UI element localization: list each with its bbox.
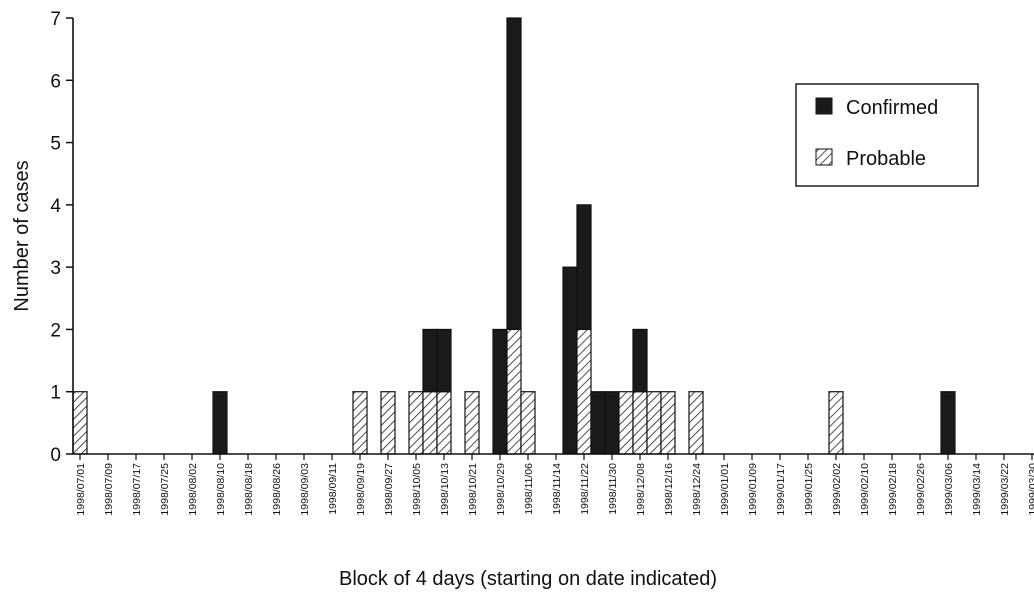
bar-probable-1998-09-27 — [380, 391, 396, 455]
bar-confirmed-1998-11-18 — [562, 266, 578, 455]
bar-probable-1998-11-22 — [576, 328, 592, 455]
x-tick-label: 1998/12/08 — [635, 463, 647, 516]
x-tick-label: 1998/10/05 — [411, 463, 423, 516]
y-tick-label: 6 — [50, 71, 61, 92]
bar-probable-1998-11-06 — [520, 391, 536, 455]
y-tick-label: 7 — [50, 9, 61, 30]
x-axis-ticks: 1998/07/01 1998/07/09 1998/07/17 1998/07/25… — [75, 454, 1034, 516]
bar-probable-1998-09-19 — [352, 391, 368, 455]
bar-probable-1998-07-01 — [72, 391, 88, 455]
legend-label-confirmed: Confirmed — [846, 97, 938, 119]
x-tick-label: 1998/11/06 — [523, 463, 535, 515]
legend-swatch-probable — [815, 148, 833, 166]
y-tick-label: 2 — [50, 320, 61, 341]
x-tick-label: 1999/03/30 — [1027, 463, 1034, 516]
bar-confirmed-1998-11-02 — [506, 17, 522, 331]
x-tick-label: 1998/10/21 — [467, 463, 479, 516]
x-tick-label: 1998/09/27 — [383, 463, 395, 516]
x-tick-label: 1998/11/30 — [607, 463, 619, 515]
bar-confirmed-1998-10-13 — [436, 328, 452, 393]
bar-probable-1998-12-08 — [632, 391, 648, 455]
x-tick-label: 1998/09/11 — [327, 463, 339, 515]
legend: Confirmed Probable — [795, 83, 979, 187]
x-tick-label: 1999/02/18 — [887, 463, 899, 516]
bar-probable-1998-12-24 — [688, 391, 704, 455]
bar-probable-1998-10-13 — [436, 391, 452, 455]
bar-probable-1999-02-02 — [828, 391, 844, 455]
legend-label-probable: Probable — [846, 148, 926, 170]
x-tick-label: 1998/09/03 — [299, 463, 311, 516]
y-tick-label: 4 — [50, 196, 61, 217]
bar-probable-1998-11-02 — [506, 328, 522, 455]
legend-box — [795, 83, 979, 187]
x-tick-label: 1998/07/17 — [131, 463, 143, 516]
x-tick-label: 1999/03/22 — [999, 463, 1011, 516]
x-tick-label: 1998/07/25 — [159, 463, 171, 516]
x-tick-label: 1998/09/19 — [355, 463, 367, 516]
bar-confirmed-1998-10-29 — [492, 328, 508, 455]
bars-group — [72, 17, 956, 455]
bar-probable-1998-12-04 — [618, 391, 634, 455]
x-tick-label: 1999/03/14 — [971, 463, 983, 516]
x-tick-label: 1998/07/09 — [103, 463, 115, 516]
x-tick-label: 1998/11/22 — [579, 463, 591, 515]
bar-confirmed-1998-12-08 — [632, 328, 648, 393]
x-tick-label: 1998/08/10 — [215, 463, 227, 516]
bar-confirmed-1998-11-26 — [590, 391, 606, 455]
x-tick-label: 1999/01/01 — [719, 463, 731, 516]
x-tick-label: 1998/12/16 — [663, 463, 675, 516]
y-tick-label: 5 — [50, 134, 61, 155]
x-tick-label: 1998/10/13 — [439, 463, 451, 516]
x-axis-title: Block of 4 days (starting on date indica… — [339, 568, 717, 590]
bar-probable-1998-10-21 — [464, 391, 480, 455]
bar-confirmed-1998-11-30 — [604, 391, 620, 455]
x-tick-label: 1999/03/06 — [943, 463, 955, 516]
y-tick-label: 0 — [50, 445, 61, 466]
bar-probable-1998-12-16 — [660, 391, 676, 455]
y-axis-ticks: 0 1 2 3 4 5 6 7 — [50, 9, 73, 466]
bar-probable-1998-12-12 — [646, 391, 662, 455]
x-tick-label: 1998/08/26 — [271, 463, 283, 516]
x-tick-label: 1999/02/26 — [915, 463, 927, 516]
x-tick-label: 1999/02/10 — [859, 463, 871, 516]
x-tick-label: 1999/02/02 — [831, 463, 843, 516]
bar-confirmed-1999-03-06 — [940, 391, 956, 455]
x-tick-label: 1998/07/01 — [75, 463, 87, 516]
bar-confirmed-1998-11-22 — [576, 204, 592, 331]
legend-swatch-confirmed — [815, 97, 833, 115]
bar-confirmed-1998-10-09 — [422, 328, 438, 393]
bar-probable-1998-10-05 — [408, 391, 424, 455]
x-tick-label: 1998/08/18 — [243, 463, 255, 516]
x-tick-label: 1999/01/17 — [775, 463, 787, 516]
x-tick-label: 1999/01/25 — [803, 463, 815, 516]
x-tick-label: 1998/08/02 — [187, 463, 199, 516]
y-tick-label: 3 — [50, 258, 61, 279]
y-tick-label: 1 — [50, 383, 61, 404]
bar-confirmed-1998-08-10 — [212, 391, 228, 455]
x-tick-label: 1998/11/14 — [551, 463, 563, 515]
x-tick-label: 1998/10/29 — [495, 463, 507, 516]
x-tick-label: 1999/01/09 — [747, 463, 759, 516]
y-axis-title: Number of cases — [11, 160, 33, 311]
bar-probable-1998-10-09 — [422, 391, 438, 455]
x-tick-label: 1998/12/24 — [691, 463, 703, 516]
